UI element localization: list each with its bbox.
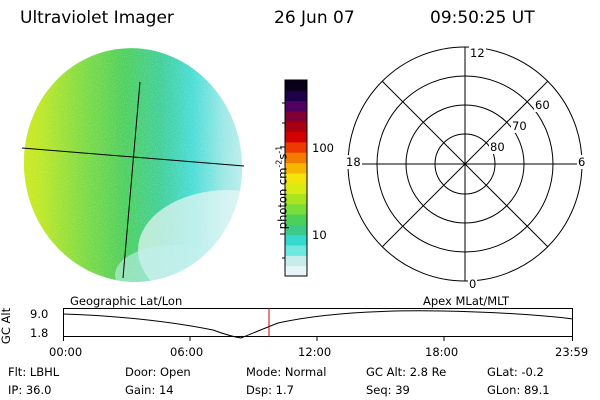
timeline-tick-0000: 00:00 <box>49 345 83 359</box>
colorbar-cell <box>285 172 307 184</box>
colorbar-cell <box>285 141 307 153</box>
colorbar-cell <box>285 245 307 256</box>
colorbar-cell <box>285 234 307 246</box>
mlt-label-18: 18 <box>345 155 362 169</box>
colorbar-cell <box>285 214 307 225</box>
info-gain: Gain: 14 <box>125 383 174 397</box>
info-filter: Flt: LBHL <box>8 365 60 379</box>
timeline-ymax: 9.0 <box>30 307 49 321</box>
timeline-ymin: 1.8 <box>30 326 49 340</box>
image-date: 26 Jun 07 <box>274 8 355 28</box>
altitude-curve <box>63 310 573 339</box>
colorbar-cell <box>285 224 307 236</box>
timeline-tick-1200: 12:00 <box>298 345 332 359</box>
mlt-label-0: 0 <box>468 277 478 291</box>
colorbar-unit-label: photon cm-2s-1 <box>275 117 290 257</box>
info-door: Door: Open <box>125 365 191 379</box>
mlat-label-80: 80 <box>489 140 506 154</box>
uv-earth-image <box>8 40 258 290</box>
timeline-tick-1800: 18:00 <box>425 345 459 359</box>
info-gc-alt: GC Alt: 2.8 Re <box>366 365 447 379</box>
timeline-axis-label: GC Alt <box>0 307 14 345</box>
info-dsp: Dsp: 1.7 <box>246 383 294 397</box>
colorbar-cell <box>285 255 307 267</box>
info-glat: GLat: -0.2 <box>487 365 544 379</box>
info-glon: GLon: 89.1 <box>487 383 550 397</box>
unit-exp-cm: -2 <box>274 159 284 168</box>
unit-s: s <box>275 153 290 160</box>
colorbar-cell <box>285 265 307 277</box>
colorbar-cell <box>285 183 307 194</box>
colorbar-cell <box>285 162 307 174</box>
timeline-tick-0600: 06:00 <box>170 345 204 359</box>
colorbar <box>280 79 308 277</box>
colorbar-cell <box>285 121 307 133</box>
colorbar-tick-10: 10 <box>312 228 327 242</box>
timeline-left-label: Geographic Lat/Lon <box>70 294 183 308</box>
info-seq: Seq: 39 <box>366 383 410 397</box>
colorbar-cell <box>285 203 307 215</box>
colorbar-cell <box>285 110 307 122</box>
polar-plot <box>347 46 583 282</box>
colorbar-cell <box>285 193 307 205</box>
info-ip: IP: 36.0 <box>8 383 52 397</box>
colorbar-tick-100: 100 <box>312 141 334 155</box>
image-time: 09:50:25 UT <box>430 8 535 28</box>
timeline-right-label: Apex MLat/MLT <box>423 294 510 308</box>
unit-exp-s: -1 <box>274 145 284 154</box>
colorbar-cell <box>285 90 307 102</box>
mlat-label-60: 60 <box>534 98 551 112</box>
colorbar-cell <box>285 100 307 112</box>
colorbar-cell <box>285 152 307 164</box>
info-mode: Mode: Normal <box>246 365 327 379</box>
altitude-timeline <box>63 308 573 341</box>
mlt-label-6: 6 <box>577 155 587 169</box>
mlt-label-12: 12 <box>469 46 486 60</box>
colorbar-cell <box>285 131 307 143</box>
instrument-title: Ultraviolet Imager <box>20 8 174 28</box>
colorbar-cell <box>285 80 307 91</box>
lon-grid-line <box>122 81 141 279</box>
unit-photon-cm: photon cm <box>275 167 290 230</box>
timeline-tick-2359: 23:59 <box>555 345 589 359</box>
mlat-label-70: 70 <box>511 119 528 133</box>
